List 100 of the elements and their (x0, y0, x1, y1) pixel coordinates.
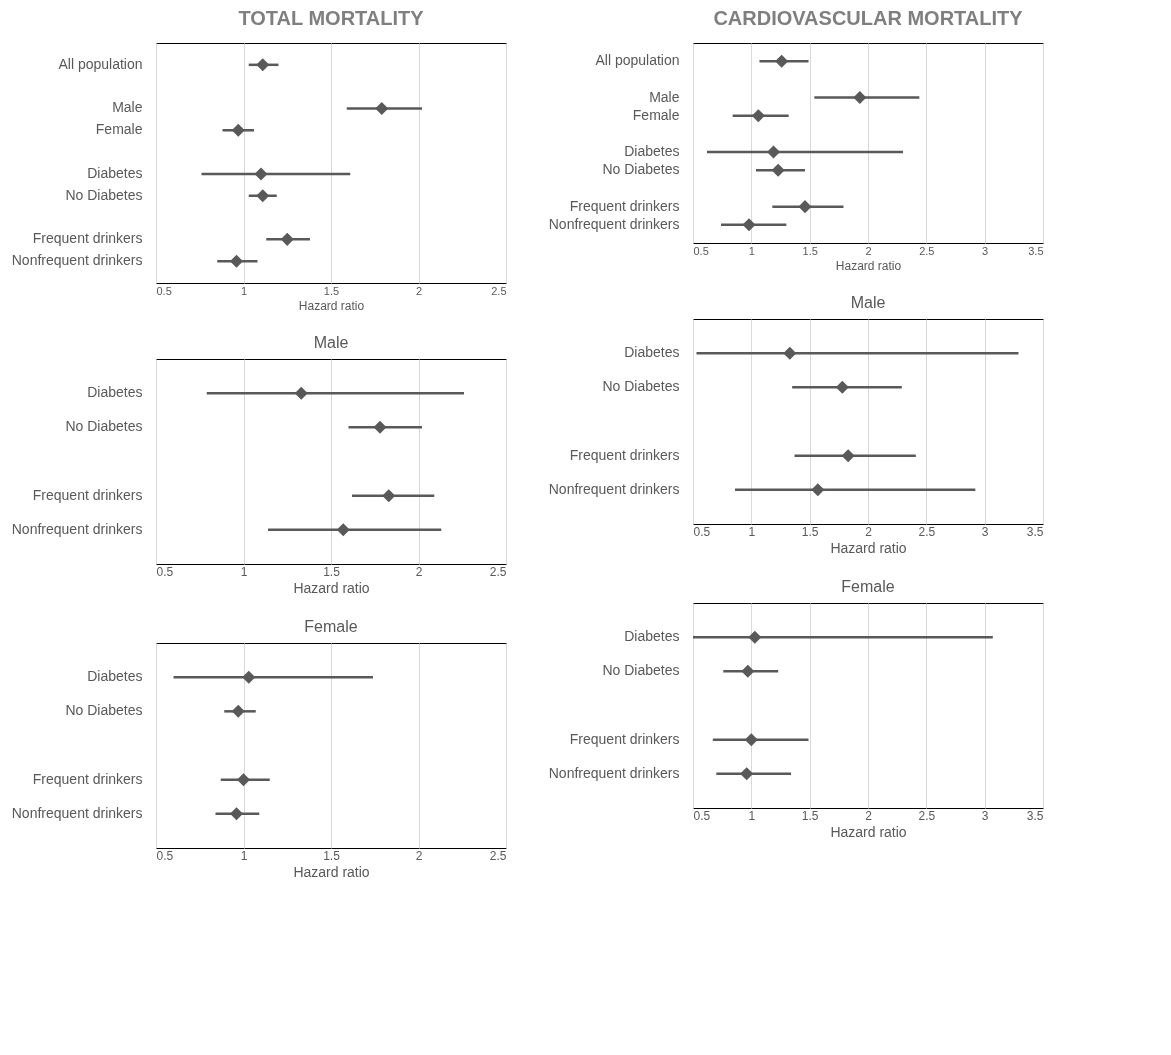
x-tick-label: 1.5 (323, 848, 341, 863)
x-tick-label: 2 (865, 808, 873, 823)
x-tick-label: 2.5 (919, 244, 935, 257)
y-tick-label: No Diabetes (65, 418, 143, 435)
y-tick-label: Female (95, 121, 143, 138)
point (256, 58, 270, 72)
point (775, 54, 789, 68)
x-axis-title: Hazard ratio (293, 579, 370, 596)
y-tick-label: Diabetes (624, 143, 680, 160)
chart-title: CARDIOVASCULAR MORTALITY (713, 7, 1024, 29)
x-axis-title: Hazard ratio (293, 863, 370, 880)
y-tick-label: Nonfrequent drinkers (548, 480, 680, 497)
y-tick-label: Diabetes (624, 344, 680, 361)
x-tick-label: 0.5 (156, 284, 172, 297)
point (853, 91, 867, 105)
chart-title: Female (841, 578, 895, 595)
x-tick-label: 2.5 (489, 564, 507, 579)
point (766, 145, 781, 159)
point (242, 670, 256, 684)
x-tick-label: 1.5 (802, 244, 818, 257)
y-tick-label: Nonfrequent drinkers (11, 804, 143, 821)
x-tick-label: 3.5 (1026, 524, 1044, 539)
x-tick-label: 0.5 (693, 808, 711, 823)
point (382, 489, 396, 503)
y-tick-label: Frequent drinkers (569, 730, 680, 747)
y-tick-label: All population (595, 52, 680, 69)
x-tick-label: 0.5 (693, 524, 711, 539)
y-tick-label: Diabetes (624, 628, 680, 645)
x-tick-label: 1 (240, 564, 248, 579)
y-tick-label: No Diabetes (65, 702, 143, 719)
y-tick-label: All population (58, 55, 143, 72)
x-axis-title: Hazard ratio (830, 539, 907, 556)
y-tick-label: Frequent drinkers (32, 230, 143, 247)
point (748, 630, 762, 644)
x-tick-label: 3 (981, 524, 989, 539)
point (236, 773, 251, 787)
point (841, 449, 855, 463)
y-tick-label: Frequent drinkers (32, 770, 143, 787)
point (280, 232, 294, 246)
point (229, 807, 244, 821)
point (835, 380, 849, 394)
x-tick-label: 1.5 (801, 808, 819, 823)
x-tick-label: 1 (240, 284, 248, 297)
point (336, 523, 350, 537)
point (294, 386, 308, 400)
y-tick-label: Frequent drinkers (569, 197, 680, 214)
point (742, 218, 756, 232)
x-tick-label: 1 (240, 848, 248, 863)
point (373, 420, 387, 434)
x-tick-label: 3.5 (1026, 808, 1044, 823)
x-tick-label: 2.5 (918, 808, 936, 823)
point (256, 189, 270, 203)
point (231, 704, 245, 718)
x-tick-label: 2 (415, 284, 423, 297)
x-tick-label: 0.5 (156, 848, 174, 863)
x-tick-label: 2 (865, 524, 873, 539)
y-tick-label: Male (112, 99, 143, 116)
point (254, 167, 268, 181)
y-tick-label: No Diabetes (602, 161, 680, 178)
x-tick-label: 1.5 (323, 284, 340, 297)
x-tick-label: 3 (982, 244, 989, 257)
y-tick-label: Nonfrequent drinkers (11, 520, 143, 537)
point (231, 123, 245, 137)
y-tick-label: Diabetes (87, 164, 143, 181)
y-tick-label: Nonfrequent drinkers (548, 764, 680, 781)
x-tick-label: 1 (748, 524, 756, 539)
y-tick-label: Female (632, 106, 680, 123)
y-tick-label: Nonfrequent drinkers (11, 252, 143, 269)
x-tick-label: 2 (415, 564, 423, 579)
point (751, 109, 765, 123)
point (741, 664, 755, 678)
x-tick-label: 1 (748, 808, 756, 823)
x-tick-label: 3 (981, 808, 989, 823)
x-axis-title: Hazard ratio (835, 258, 902, 273)
point (798, 200, 812, 214)
x-tick-label: 3.5 (1028, 244, 1044, 257)
point (744, 733, 758, 747)
y-tick-label: Diabetes (87, 384, 143, 401)
y-tick-label: Male (649, 88, 680, 105)
y-tick-label: No Diabetes (65, 186, 143, 203)
x-tick-label: 0.5 (156, 564, 174, 579)
point (375, 101, 389, 115)
chart-title: Female (304, 618, 358, 635)
chart-title: Male (313, 334, 349, 351)
x-axis-title: Hazard ratio (830, 823, 907, 840)
y-tick-label: Frequent drinkers (32, 486, 143, 503)
y-tick-label: No Diabetes (602, 662, 680, 679)
point (740, 767, 754, 781)
x-axis-title: Hazard ratio (298, 298, 365, 313)
y-tick-label: Diabetes (87, 668, 143, 685)
point (771, 163, 785, 177)
point (229, 254, 244, 268)
x-tick-label: 2.5 (491, 284, 507, 297)
y-tick-label: No Diabetes (602, 378, 680, 395)
x-tick-label: 1.5 (323, 564, 341, 579)
chart-title: TOTAL MORTALITY (238, 7, 425, 29)
x-tick-label: 0.5 (693, 244, 709, 257)
point (811, 483, 825, 497)
y-tick-label: Frequent drinkers (569, 446, 680, 463)
chart-title: Male (850, 294, 886, 311)
